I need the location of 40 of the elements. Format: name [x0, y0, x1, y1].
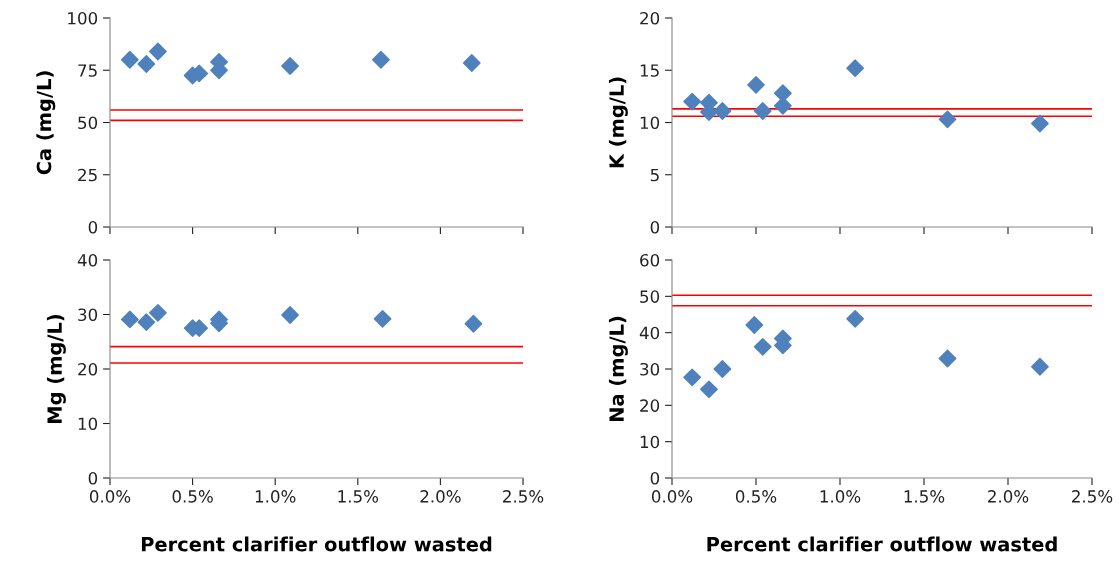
y-axis-title: K (mg/L) [608, 77, 628, 168]
x-tick-label: 0.5% [735, 490, 777, 503]
y-tick-label: 30 [78, 308, 98, 322]
y-tick-label: 0 [88, 471, 98, 485]
x-tick-label: 2.0% [420, 490, 461, 503]
x-tick-label: 0.0% [89, 490, 131, 503]
y-tick-label: 50 [78, 116, 98, 130]
x-tick-label: 1.5% [904, 490, 945, 503]
y-tick-label: 75 [78, 64, 97, 77]
y-tick-label: 0 [650, 471, 660, 485]
y-tick-label: 30 [640, 362, 660, 376]
x-axis-title: Percent clarifier outflow wasted [141, 536, 492, 552]
y-tick-label: 0 [88, 220, 98, 234]
y-tick-label: 40 [77, 253, 98, 267]
y-tick-label: 20 [640, 11, 660, 25]
y-tick-label: 20 [78, 362, 98, 376]
y-tick-label: 10 [640, 116, 660, 130]
y-tick-label: 10 [640, 435, 660, 449]
y-tick-label: 20 [640, 399, 660, 412]
x-tick-label: 0.0% [651, 490, 693, 503]
x-tick-label: 2.5% [1072, 490, 1113, 503]
x-tick-label: 1.5% [338, 490, 379, 503]
x-tick-label: 2.0% [988, 490, 1029, 503]
y-tick-label: 10 [78, 417, 98, 431]
y-tick-label: 5 [650, 168, 659, 182]
y-tick-label: 50 [640, 290, 660, 303]
y-tick-label: 60 [640, 253, 660, 267]
y-tick-label: 0 [650, 220, 660, 234]
x-tick-label: 2.5% [503, 490, 544, 503]
y-axis-title: Ca (mg/L) [36, 71, 56, 175]
y-tick-label: 40 [639, 326, 660, 340]
x-tick-label: 1.0% [820, 490, 861, 503]
x-tick-label: 1.0% [255, 490, 296, 503]
y-tick-label: 15 [640, 64, 659, 77]
x-axis-title: Percent clarifier outflow wasted [707, 536, 1057, 552]
x-tick-label: 0.5% [172, 490, 213, 503]
y-tick-label: 25 [78, 168, 97, 182]
y-axis-title: Mg (mg/L) [46, 314, 66, 423]
y-axis-title: Na (mg/L) [608, 316, 628, 422]
y-tick-label: 100 [68, 11, 98, 25]
